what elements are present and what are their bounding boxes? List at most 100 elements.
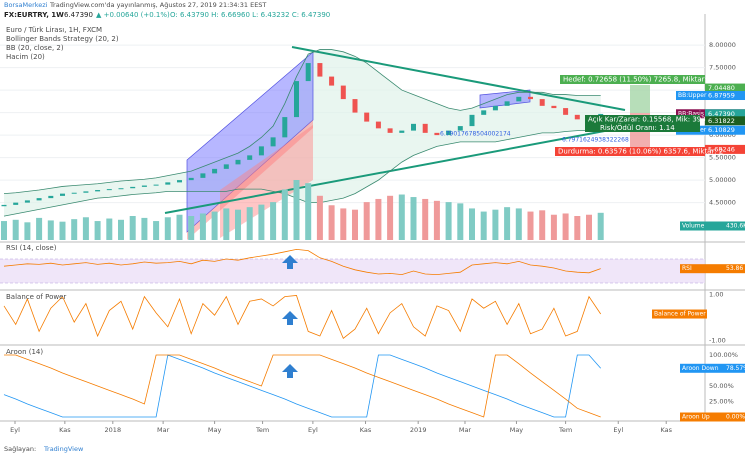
stop-box: [555, 147, 705, 156]
bop-label-value: 0.15: [726, 311, 740, 318]
volume-bar: [258, 204, 265, 240]
candle: [469, 114, 475, 127]
price-label: 6.10829: [708, 126, 735, 134]
candle: [551, 105, 557, 109]
volume-bar: [597, 212, 604, 240]
candle: [457, 126, 463, 131]
volume-bar: [539, 210, 546, 240]
candle: [270, 137, 276, 147]
volume-bar: [515, 208, 522, 240]
aroon-label-value: 0.00%: [726, 414, 745, 421]
volume-bar: [188, 216, 195, 240]
legend-item: Bollinger Bands Strategy (20, 2): [6, 35, 119, 43]
volume-bar: [246, 207, 253, 240]
rsi-line: [3, 248, 601, 276]
candle: [340, 85, 346, 100]
aroon-label-box: [680, 363, 745, 373]
volume-bar: [469, 208, 475, 240]
y-tick-label: 50.00%: [709, 382, 734, 390]
panel-title: Aroon (14): [6, 348, 43, 356]
price-label-name-box: [676, 109, 705, 119]
aroon-line: [3, 354, 602, 418]
x-tick-label: Eyl: [308, 426, 318, 434]
candle: [294, 81, 299, 118]
volume-bar: [422, 198, 429, 240]
candle: [387, 128, 393, 133]
volume-bar: [118, 219, 124, 240]
legend-item: Euro / Türk Lirası, 1H, FXCM: [6, 26, 102, 34]
candle: [399, 130, 405, 133]
volume-bar: [153, 221, 160, 240]
volume-bar: [141, 217, 148, 240]
bop-label-box: [652, 309, 707, 319]
x-tick-label: Eyl: [613, 426, 623, 434]
volume-bar: [281, 189, 288, 240]
volume-bar: [410, 197, 417, 240]
volume-bar: [340, 208, 347, 240]
x-tick-label: Tem: [558, 426, 572, 434]
candle: [305, 63, 311, 82]
volume-bar: [562, 213, 569, 240]
candle: [446, 130, 452, 136]
volume-label-name: Volume: [682, 223, 705, 230]
candle: [235, 159, 241, 165]
aroon-label-name: Aroon Down: [682, 365, 719, 372]
candle: [153, 184, 159, 186]
price-label: 6.87959: [708, 92, 735, 100]
candle: [258, 146, 264, 156]
volume-bar: [270, 202, 277, 240]
price-label-box: [705, 144, 745, 154]
candle: [329, 76, 335, 86]
target-box: [560, 75, 705, 84]
volume-bar: [223, 208, 230, 240]
rsi-band-fill: [0, 259, 705, 283]
price-label-name: BB:Upper: [678, 92, 707, 99]
price-label: 7.04480: [708, 84, 735, 92]
open-pl-text: Açık Kar/Zarar: 0.15568, Mik: 393: [588, 116, 706, 124]
volume-bar: [59, 221, 66, 240]
candle: [434, 132, 440, 136]
y-tick-label: 1.00: [709, 290, 723, 298]
x-tick-label: Eyl: [10, 426, 20, 434]
last-price: 6.47390: [64, 11, 93, 19]
volume-bar: [176, 214, 183, 240]
price-label-box: [705, 91, 745, 101]
volume-bar: [164, 217, 171, 240]
trend-line-upper: [291, 46, 626, 111]
volume-bar: [492, 209, 499, 240]
candle: [48, 195, 54, 199]
candle: [141, 185, 147, 187]
blue-channel-small: [479, 89, 531, 109]
candle: [1, 204, 7, 207]
candle: [165, 182, 171, 185]
aroon-label-box: [680, 412, 745, 422]
volume-bar: [457, 203, 464, 240]
volume-bar: [328, 205, 335, 240]
candle: [282, 117, 288, 138]
publisher: BorsaMerkezi: [4, 1, 48, 9]
y-tick-label: 100.00%: [709, 351, 738, 359]
candle: [352, 99, 358, 113]
candle: [574, 114, 580, 120]
level-text: 6.79017678504002174: [440, 131, 511, 138]
bop-line: [3, 295, 602, 340]
volume-bar: [106, 218, 113, 240]
legend-item: BB (20, close, 2): [6, 44, 64, 52]
volume-bar: [363, 202, 370, 240]
y-tick-label: 4.50000: [709, 199, 736, 207]
candle: [528, 96, 533, 100]
volume-bar: [129, 216, 136, 240]
volume-bar: [235, 209, 241, 240]
red-channel: [187, 120, 313, 240]
candle: [364, 112, 370, 122]
candle: [492, 105, 498, 111]
candle: [212, 168, 218, 174]
risk-reward-text: Risk/Ödül Oranı: 1.14: [600, 123, 675, 132]
rsi-label-value: 53.86: [726, 265, 743, 272]
y-tick-label: 7.50000: [709, 64, 736, 72]
candle: [106, 189, 112, 191]
pl-box: [585, 115, 700, 132]
candle: [177, 180, 182, 183]
bop-label-name: Balance of Power: [654, 311, 706, 318]
